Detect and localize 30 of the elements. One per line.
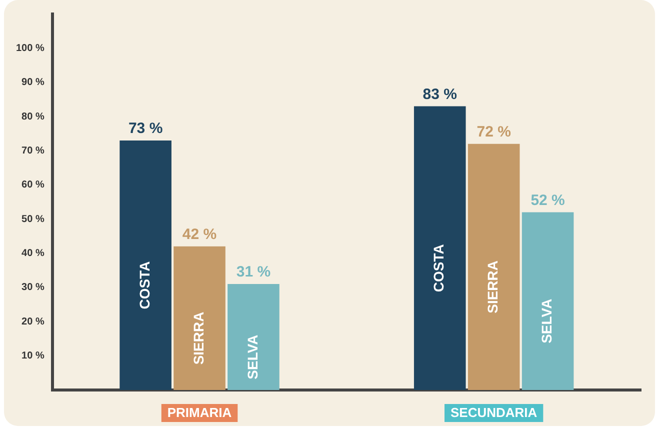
y-tick-label: 70 % (22, 145, 44, 156)
text: SIERRA (484, 260, 501, 314)
data-label: 31 % (236, 264, 271, 281)
bar (174, 246, 226, 390)
bar (468, 144, 520, 390)
y-tick-label: 80 % (22, 111, 44, 122)
y-tick-label: 90 % (22, 77, 44, 88)
series-label: SIERRA (190, 312, 206, 365)
bar (228, 284, 280, 390)
y-tick-label: 20 % (22, 316, 44, 328)
y-tick-label: 100 % (16, 42, 44, 54)
y-tick-label: 10 % (22, 350, 44, 362)
text: COSTA (430, 244, 447, 292)
y-tick-label: 50 % (22, 214, 44, 225)
series-label: SELVA (244, 334, 260, 380)
bar (414, 106, 466, 390)
bar (120, 140, 172, 390)
data-label: 42 % (182, 226, 217, 244)
x-tick-label: PRIMARIA (167, 405, 232, 420)
y-tick-label: 60 % (22, 180, 44, 191)
data-label: 83 % (422, 86, 457, 103)
series-label: COSTA (136, 261, 152, 310)
y-tick-label: 40 % (22, 248, 44, 260)
x-tick-label: SECUNDARIA (450, 405, 538, 420)
bar (522, 212, 574, 390)
data-label: 52 % (530, 192, 565, 209)
text: SELVA (538, 298, 555, 344)
data-label: 73 % (128, 120, 163, 138)
data-label: 72 % (476, 124, 511, 141)
y-tick-label: 30 % (22, 282, 44, 294)
